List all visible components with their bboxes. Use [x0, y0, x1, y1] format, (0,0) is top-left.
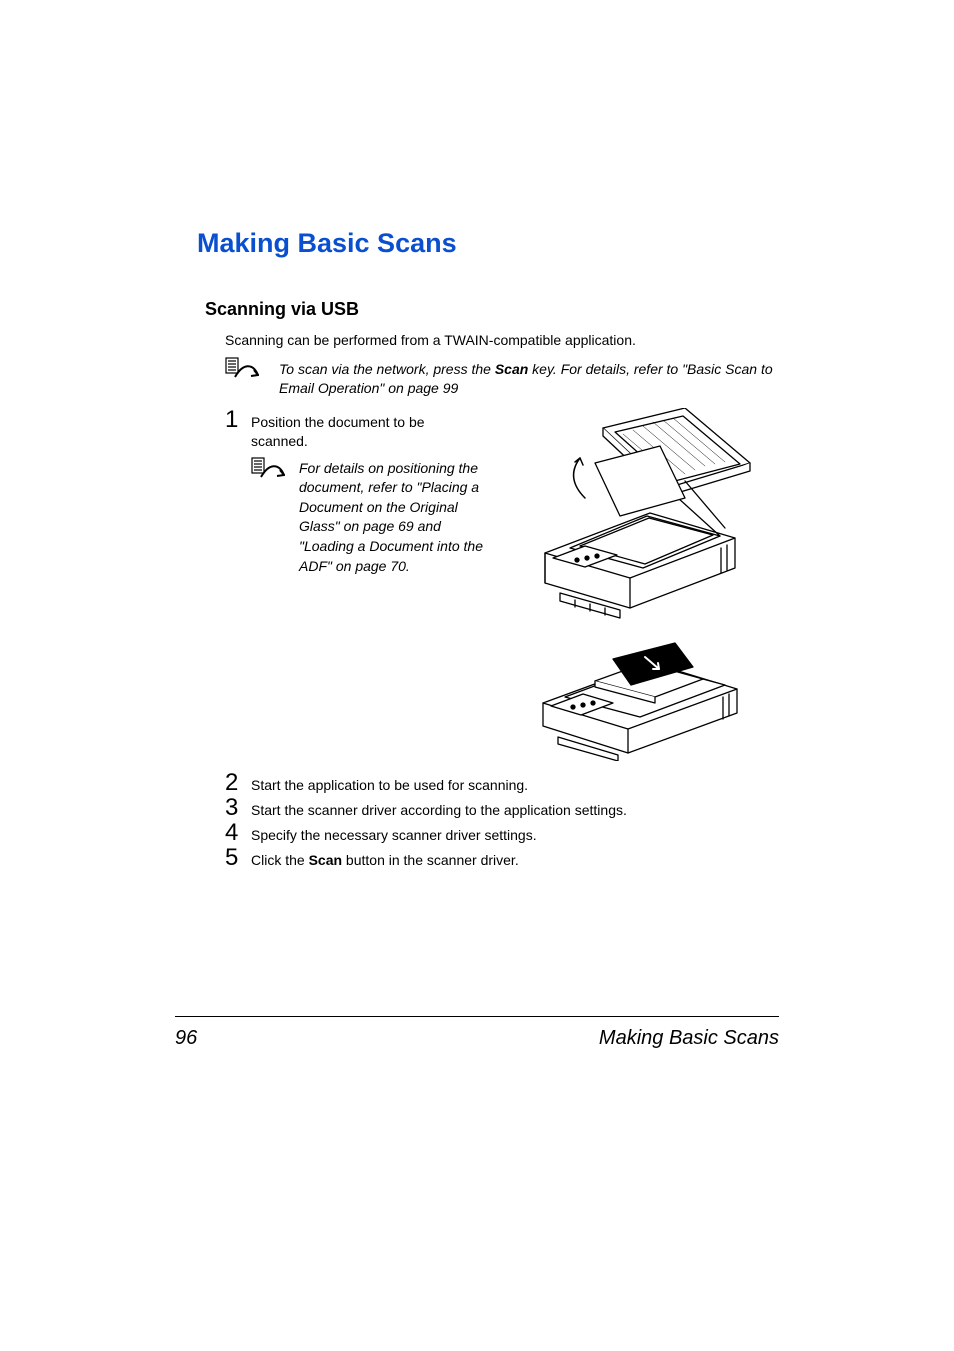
step4-text: Specify the necessary scanner driver set…	[251, 826, 537, 845]
step2: 2 Start the application to be used for s…	[175, 771, 785, 795]
step5-pre: Click the	[251, 852, 309, 868]
step1: 1 Position the document to be scanned.	[225, 408, 485, 451]
network-scan-note: To scan via the network, press the Scan …	[175, 360, 785, 398]
footer-title: Making Basic Scans	[599, 1027, 779, 1050]
step2-text: Start the application to be used for sca…	[251, 776, 528, 795]
step1-left: 1 Position the document to be scanned.	[225, 408, 495, 576]
subsection-title: Scanning via USB	[175, 299, 785, 320]
illustrations	[495, 408, 785, 761]
step4-number: 4	[225, 821, 251, 845]
step5-number: 5	[225, 846, 251, 870]
footer-rule	[175, 1016, 779, 1017]
scanner-adf-illustration	[525, 641, 755, 761]
page-footer: 96 Making Basic Scans	[175, 1016, 779, 1050]
content-area: Making Basic Scans Scanning via USB Scan…	[175, 228, 785, 871]
step2-number: 2	[225, 771, 251, 795]
step3-number: 3	[225, 796, 251, 820]
note-text-bold: Scan	[495, 361, 528, 377]
step5-bold: Scan	[309, 852, 342, 868]
note-icon	[225, 357, 259, 379]
step1-text: Position the document to be scanned.	[251, 413, 485, 451]
step1-subnote: For details on positioning the document,…	[251, 459, 485, 577]
note-icon	[251, 457, 285, 479]
page-number: 96	[175, 1027, 197, 1050]
step3: 3 Start the scanner driver according to …	[175, 796, 785, 820]
section-title: Making Basic Scans	[175, 228, 785, 259]
step5-post: button in the scanner driver.	[342, 852, 519, 868]
step4: 4 Specify the necessary scanner driver s…	[175, 821, 785, 845]
note-text: To scan via the network, press the Scan …	[279, 360, 785, 398]
footer-row: 96 Making Basic Scans	[175, 1027, 779, 1050]
note-text-pre: To scan via the network, press the	[279, 361, 495, 377]
subnote-text: For details on positioning the document,…	[299, 459, 485, 577]
step3-text: Start the scanner driver according to th…	[251, 801, 627, 820]
step5-text: Click the Scan button in the scanner dri…	[251, 851, 519, 870]
step1-number: 1	[225, 408, 251, 432]
scanner-open-illustration	[525, 408, 755, 623]
step1-row: 1 Position the document to be scanned.	[175, 408, 785, 761]
step5: 5 Click the Scan button in the scanner d…	[175, 846, 785, 870]
document-page: Making Basic Scans Scanning via USB Scan…	[0, 0, 954, 1351]
intro-text: Scanning can be performed from a TWAIN-c…	[175, 332, 785, 348]
